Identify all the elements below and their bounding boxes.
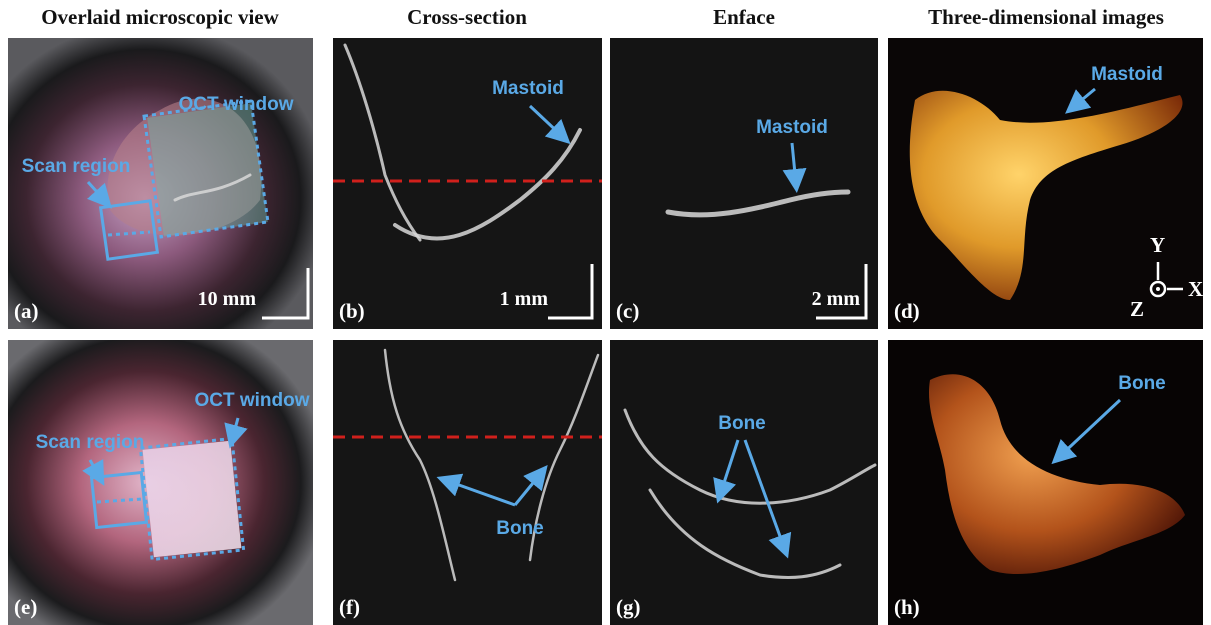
- oct-image: [610, 38, 878, 329]
- scale-bar-label: 2 mm: [812, 288, 861, 310]
- scale-bar-label: 10 mm: [198, 288, 257, 310]
- column-header: Enface: [713, 5, 775, 29]
- annotation: OCT window: [178, 94, 293, 115]
- shape: [1156, 287, 1160, 291]
- column-header: Three-dimensional images: [928, 5, 1164, 29]
- axis-label: Y: [1150, 233, 1165, 257]
- annotation: OCT window: [194, 390, 309, 411]
- annotation: Scan region: [36, 432, 145, 453]
- panel-label: (b): [339, 299, 365, 323]
- panel-label: (d): [894, 299, 920, 323]
- oct-overlay: [143, 441, 242, 558]
- axis-label: Z: [1130, 297, 1144, 321]
- panel-d: Mastoid Y Z X (d): [888, 38, 1203, 329]
- panel-h: Bone (h): [888, 340, 1203, 625]
- scale-bar-label: 1 mm: [500, 288, 549, 310]
- annotation: Bone: [718, 413, 766, 434]
- annotation: Bone: [1118, 373, 1166, 394]
- panel-label: (c): [616, 299, 639, 323]
- panel-e: OCT window Scan region (e): [8, 340, 313, 625]
- panel-g: Bone (g): [610, 340, 878, 625]
- column-headers: Overlaid microscopic view Cross-section …: [41, 5, 1164, 29]
- annotation: Mastoid: [1091, 64, 1163, 85]
- panel-c: Mastoid 2 mm (c): [610, 38, 878, 329]
- oct-image: [610, 340, 878, 625]
- panel-f: Bone (f): [333, 340, 602, 625]
- column-header: Overlaid microscopic view: [41, 5, 279, 29]
- oct-image: [333, 340, 602, 625]
- annotation: Mastoid: [492, 78, 564, 99]
- annotation: Bone: [496, 518, 544, 539]
- panel-label: (e): [14, 595, 37, 619]
- annotation: Mastoid: [756, 117, 828, 138]
- oct-overlay: [147, 103, 268, 236]
- panel-label: (h): [894, 595, 920, 619]
- panel-label: (g): [616, 595, 641, 619]
- figure: Overlaid microscopic view Cross-section …: [0, 0, 1211, 625]
- panel-label: (a): [14, 299, 39, 323]
- column-header: Cross-section: [407, 5, 527, 29]
- panel-b: Mastoid 1 mm (b): [333, 38, 602, 329]
- panel-a: OCT window Scan region 10 mm (a): [8, 38, 313, 329]
- annotation: Scan region: [22, 156, 131, 177]
- axis-label: X: [1188, 277, 1203, 301]
- panel-label: (f): [339, 595, 360, 619]
